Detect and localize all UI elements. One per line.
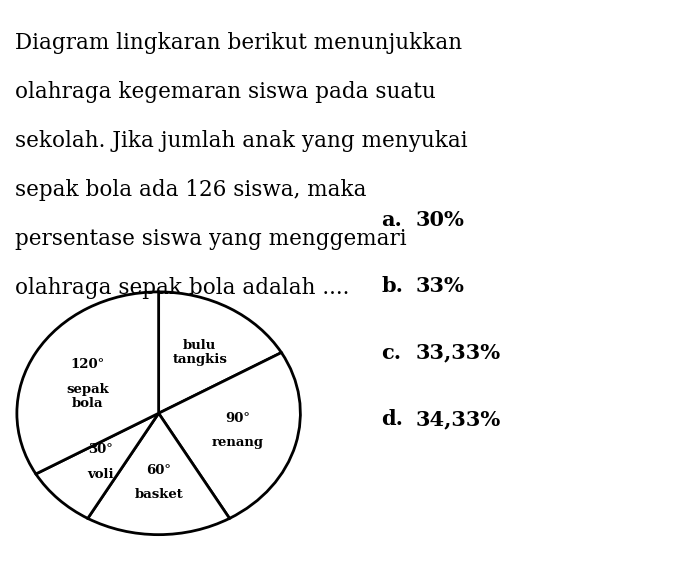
- Text: c.: c.: [381, 343, 402, 362]
- Text: 33%: 33%: [415, 276, 464, 296]
- Text: a.: a.: [381, 210, 402, 229]
- Text: olahraga kegemaran siswa pada suatu: olahraga kegemaran siswa pada suatu: [15, 81, 435, 103]
- Wedge shape: [17, 292, 159, 474]
- Text: persentase siswa yang menggemari: persentase siswa yang menggemari: [15, 228, 406, 250]
- Text: 120°: 120°: [70, 358, 105, 371]
- Text: 30%: 30%: [415, 210, 464, 229]
- Wedge shape: [159, 292, 281, 413]
- Text: sekolah. Jika jumlah anak yang menyukai: sekolah. Jika jumlah anak yang menyukai: [15, 130, 468, 152]
- Text: 30°: 30°: [88, 443, 113, 456]
- Text: d.: d.: [381, 409, 404, 429]
- Wedge shape: [159, 353, 300, 518]
- Text: Diagram lingkaran berikut menunjukkan: Diagram lingkaran berikut menunjukkan: [15, 32, 462, 54]
- Text: 60°: 60°: [146, 464, 171, 477]
- Text: renang: renang: [212, 436, 264, 449]
- Text: 34,33%: 34,33%: [415, 409, 500, 429]
- Text: basket: basket: [134, 488, 183, 501]
- Text: bulu
tangkis: bulu tangkis: [172, 339, 227, 366]
- Text: 33,33%: 33,33%: [415, 343, 500, 362]
- Text: 90°: 90°: [225, 412, 250, 425]
- Text: sepak
bola: sepak bola: [66, 383, 109, 410]
- Text: b.: b.: [381, 276, 404, 296]
- Wedge shape: [36, 413, 159, 518]
- Text: sepak bola ada 126 siswa, maka: sepak bola ada 126 siswa, maka: [15, 179, 367, 201]
- Wedge shape: [88, 413, 230, 535]
- Text: voli: voli: [87, 468, 114, 481]
- Text: olahraga sepak bola adalah ....: olahraga sepak bola adalah ....: [15, 277, 349, 299]
